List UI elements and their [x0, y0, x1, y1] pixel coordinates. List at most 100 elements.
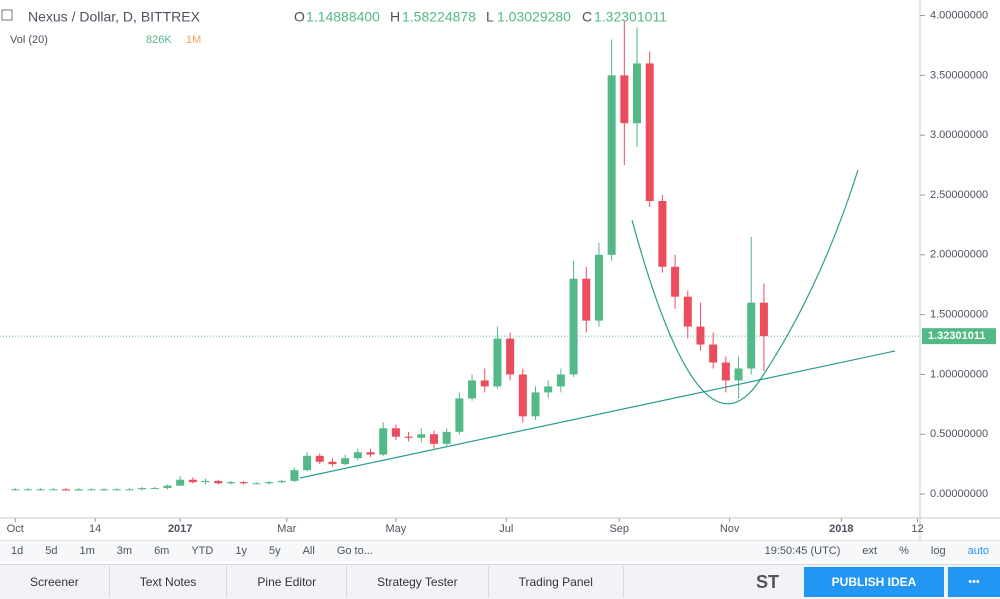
volume-value: 826K	[146, 34, 172, 46]
candle-body	[303, 455, 312, 471]
candle-body	[176, 479, 185, 486]
close-value: 1.32301011	[594, 9, 667, 25]
panel-tab[interactable]: Strategy Tester	[347, 566, 489, 598]
candle-body	[696, 326, 705, 345]
scale-button[interactable]: auto	[967, 545, 989, 557]
candle-body	[277, 480, 286, 483]
scale-button[interactable]: %	[899, 545, 909, 557]
candle-body	[429, 434, 438, 444]
publish-button[interactable]: PUBLISH IDEA	[804, 567, 944, 597]
close-label: C	[582, 9, 592, 25]
plot	[0, 21, 920, 491]
panel-tab[interactable]: Text Notes	[110, 566, 228, 598]
candle-body	[341, 458, 350, 465]
range-button[interactable]: YTD	[191, 545, 214, 557]
collapse-icon[interactable]	[1, 9, 13, 21]
candle-body	[100, 489, 109, 491]
panel-tab[interactable]: Pine Editor	[227, 566, 348, 598]
candle-body	[353, 452, 362, 459]
candle-body	[226, 482, 235, 484]
candle-body	[404, 436, 413, 438]
candle-body	[239, 482, 248, 484]
candle-body	[290, 470, 299, 481]
candle-body	[163, 485, 172, 489]
candle-body	[671, 266, 680, 297]
candle-body	[455, 398, 464, 432]
scale-button[interactable]: ext	[862, 545, 878, 557]
x-tick-label: May	[386, 523, 407, 535]
low-label: L	[486, 9, 494, 25]
y-tick-label: 4.00000000	[930, 9, 988, 21]
range-button[interactable]: 1d	[11, 545, 24, 557]
candle-body	[74, 489, 83, 491]
y-tick-label: 2.50000000	[930, 189, 988, 201]
range-button[interactable]: All	[302, 545, 315, 557]
candle-body	[265, 482, 274, 484]
candle-body	[607, 75, 616, 255]
high-value: 1.58224878	[402, 9, 476, 25]
candle-body	[721, 362, 730, 381]
open-value: 1.14888400	[306, 9, 380, 25]
x-tick-label: 2018	[829, 523, 853, 535]
last-price-label: 1.32301011	[928, 330, 986, 342]
y-tick-label: 3.00000000	[930, 129, 988, 141]
candle-body	[569, 278, 578, 375]
candle-body	[214, 480, 223, 484]
candle-body	[747, 302, 756, 369]
candle-body	[480, 380, 489, 387]
range-button[interactable]: 5y	[268, 545, 281, 557]
y-tick-label: 3.50000000	[930, 69, 988, 81]
candle-body	[594, 254, 603, 321]
candle-body	[328, 461, 337, 465]
candle-body	[417, 434, 426, 438]
chart: Nexus / Dollar, D, BITTREX O 1.14888400 …	[0, 0, 1000, 540]
candle-body	[138, 488, 147, 490]
x-tick-label: Nov	[720, 523, 740, 535]
range-button[interactable]: 3m	[116, 545, 133, 557]
candle-body	[759, 302, 768, 337]
candle-body	[544, 386, 553, 393]
y-tick-label: 1.50000000	[930, 309, 988, 321]
candle-body	[518, 374, 527, 417]
candle-body	[315, 455, 324, 462]
range-button[interactable]: 1y	[235, 545, 247, 557]
candle-body	[658, 200, 667, 267]
candle-body	[709, 344, 718, 363]
bottom-panel: Screener Text Notes Pine Editor Strategy Te…	[0, 564, 1000, 599]
candle-body	[11, 489, 20, 491]
candle-body	[36, 489, 45, 491]
candle-body	[468, 380, 477, 399]
range-button[interactable]: 1m	[79, 545, 95, 557]
candle-body	[61, 489, 70, 491]
candle-body	[112, 489, 121, 491]
volume-ma: 1M	[186, 34, 201, 46]
symbol: Nexus / Dollar, D, BITTREX	[28, 9, 201, 25]
candle-body	[188, 479, 197, 483]
candle-body	[252, 483, 261, 485]
more-button[interactable]: •••	[948, 567, 1000, 597]
range-button[interactable]: Go to...	[336, 545, 373, 557]
range-button[interactable]: 6m	[154, 545, 170, 557]
candle-body	[150, 488, 159, 490]
scale-button[interactable]: log	[930, 545, 946, 557]
candle-body	[442, 431, 451, 444]
candle-body	[366, 452, 375, 455]
y-tick-label: 1.00000000	[930, 368, 988, 380]
y-tick-label: 0.50000000	[930, 428, 988, 440]
panel-tab[interactable]: Trading Panel	[489, 566, 624, 598]
stocktwits-button[interactable]: ST	[755, 571, 779, 592]
candle-body	[379, 428, 388, 455]
panel-tab[interactable]: Screener	[0, 566, 110, 598]
trend-line	[299, 350, 896, 479]
candle-body	[531, 392, 540, 417]
range-button[interactable]: 5d	[45, 545, 58, 557]
candle-body	[201, 480, 210, 483]
low-value: 1.03029280	[497, 9, 571, 25]
candle-body	[645, 63, 654, 201]
x-tick-label: Jul	[499, 523, 513, 535]
candle-body	[556, 374, 565, 387]
y-tick-label: 0.00000000	[930, 488, 988, 500]
candle-body	[620, 75, 629, 124]
x-tick-label: 14	[89, 523, 101, 535]
